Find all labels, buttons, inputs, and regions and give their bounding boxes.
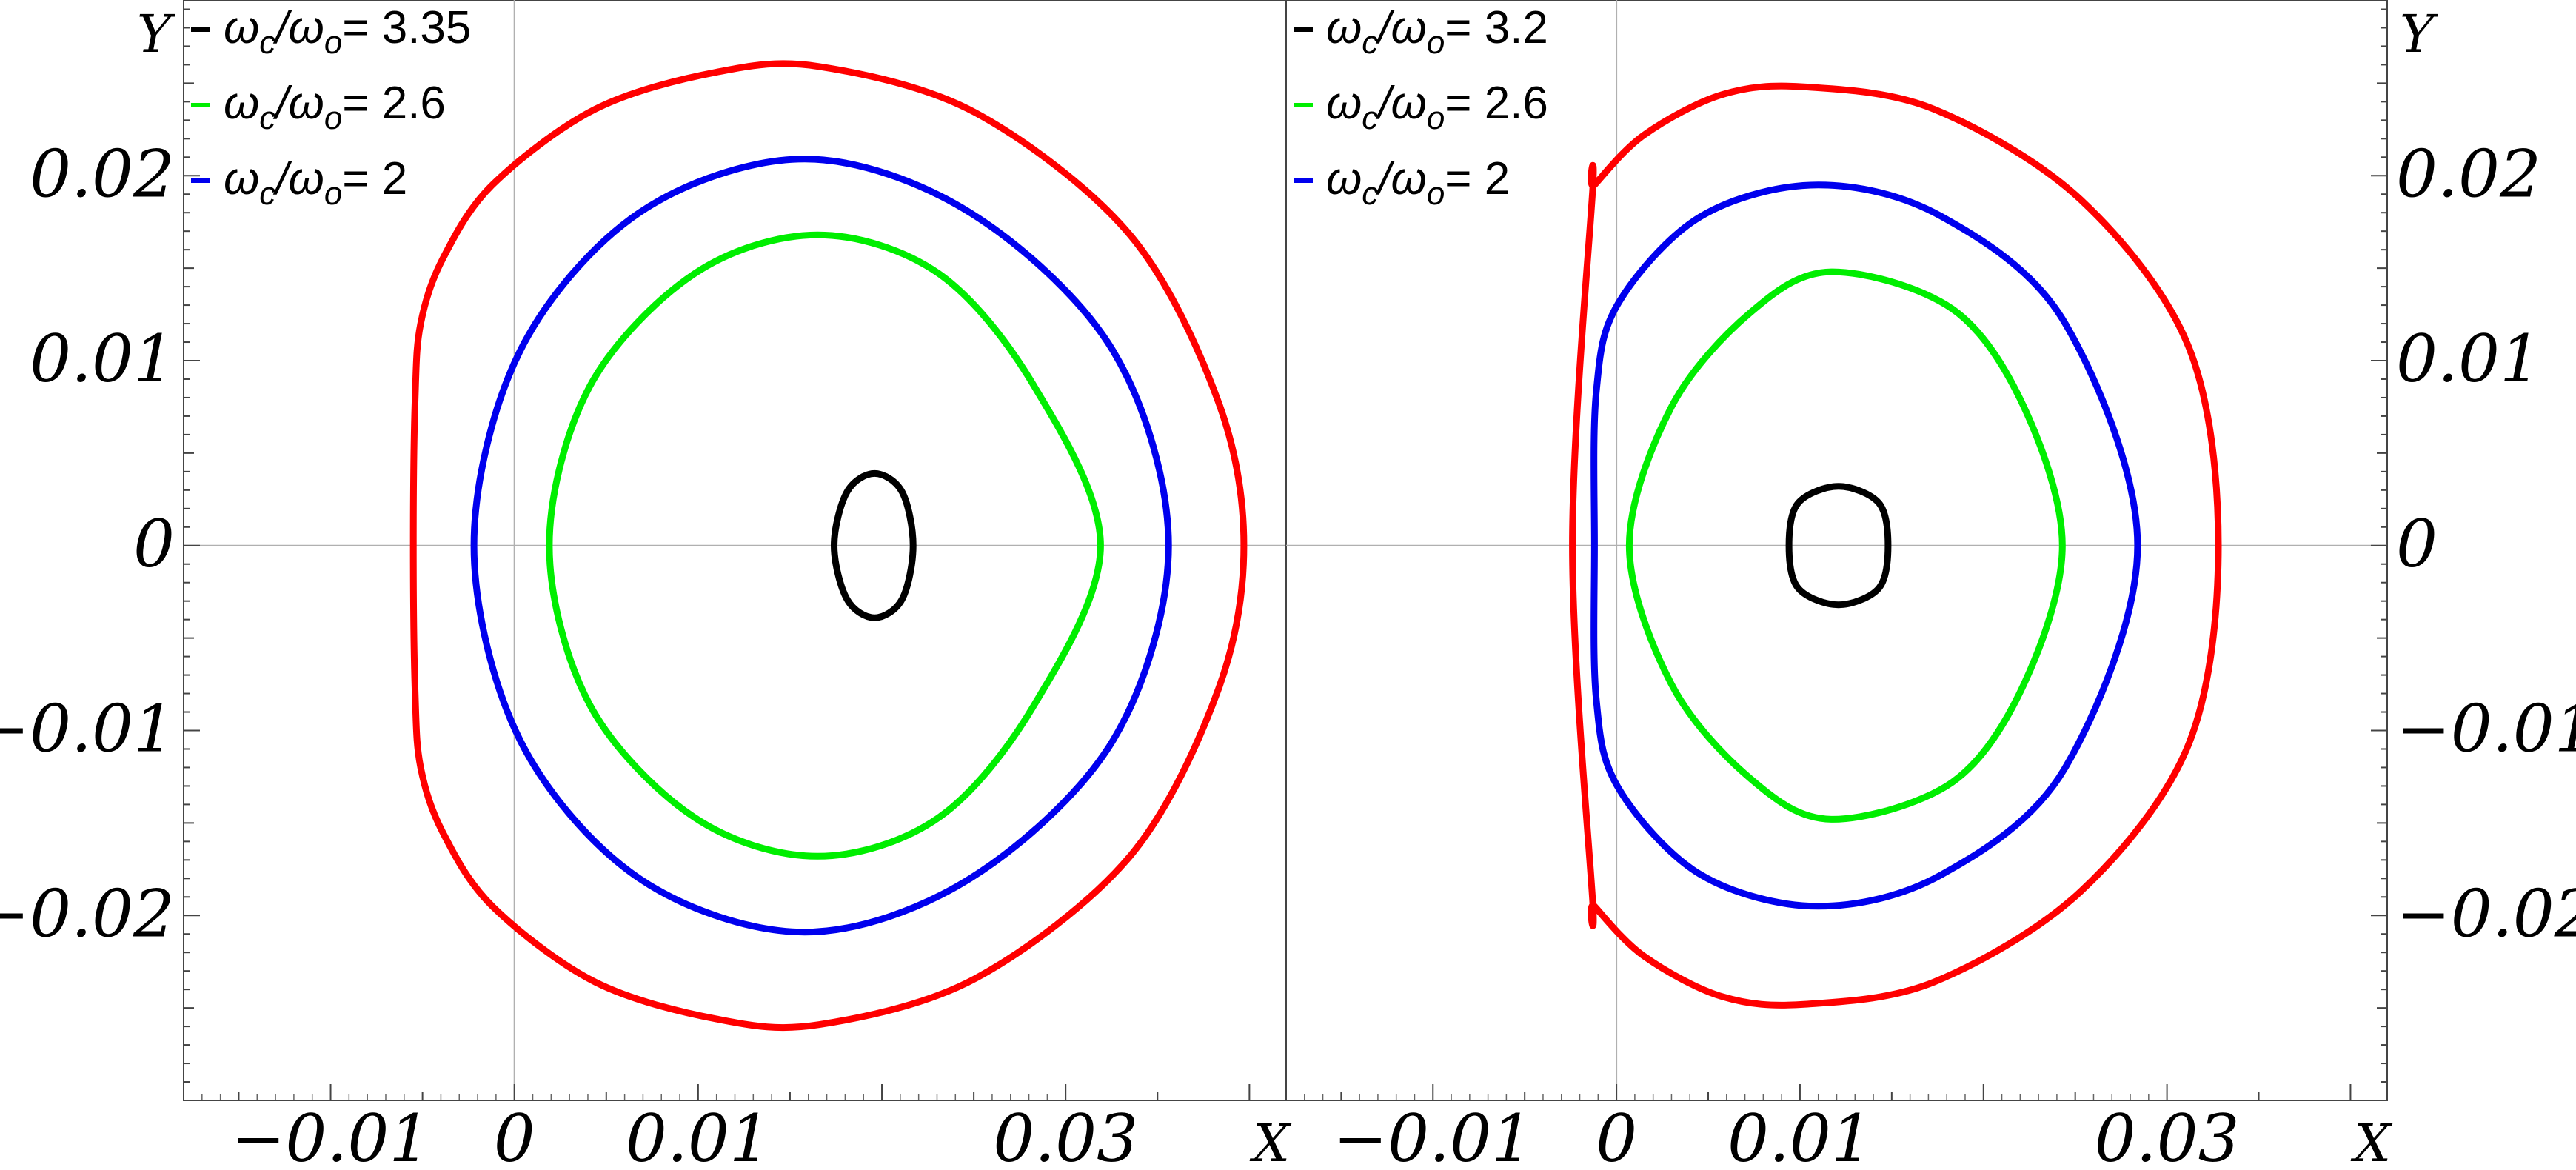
x-tick-label: 0.01 <box>1727 1100 1873 1170</box>
legend-text-part: ω <box>1326 78 1362 129</box>
y-axis-label: Y <box>2400 4 2438 64</box>
x-tick-label: 0 <box>1596 1100 1637 1170</box>
legend-text-part: o <box>1427 24 1445 61</box>
y-tick-label: −0.02 <box>2396 875 2576 952</box>
legend-text-part: c <box>1362 100 1378 136</box>
series-curve-3 <box>1569 82 2222 1009</box>
legend-entry: ωc/ωo= 2.6 <box>224 78 446 136</box>
y-tick-label: −0.01 <box>2396 691 2576 767</box>
x-axis-label: X <box>2350 1113 2393 1170</box>
x-tick-label: 0.03 <box>993 1100 1138 1170</box>
x-tick-label: −0.01 <box>1333 1100 1533 1170</box>
series-curve-2 <box>1590 181 2141 910</box>
legend-entry: ωc/ωo= 3.35 <box>224 2 471 61</box>
legend-text-part: ω <box>1326 153 1362 204</box>
y-tick-label: 0.01 <box>2396 321 2541 397</box>
y-tick-label: 0.02 <box>30 136 175 212</box>
legend-text-part: o <box>324 100 342 136</box>
series-curve-0 <box>1785 483 1892 609</box>
series-curve-0 <box>831 469 917 621</box>
legend-text-part: = 2 <box>342 153 407 204</box>
legend-text-part: c <box>259 100 275 136</box>
legend-entry: ωc/ωo= 2.6 <box>1326 78 1548 136</box>
x-tick-label: −0.01 <box>231 1100 431 1170</box>
legend-text-part: c <box>1362 176 1378 212</box>
legend-text-part: /ω <box>1375 78 1427 129</box>
legend-text-part: = 2.6 <box>1445 78 1548 129</box>
legend-entry: ωc/ωo= 2 <box>224 153 407 212</box>
legend-text-part: ω <box>224 2 259 53</box>
legend-text-part: = 3.35 <box>342 2 471 53</box>
legend-text-part: /ω <box>272 153 324 204</box>
legend-text-part: o <box>1427 176 1445 212</box>
y-tick-label: 0 <box>2396 506 2438 582</box>
x-tick-label: 0 <box>494 1100 535 1170</box>
legend-text-part: o <box>1427 100 1445 136</box>
legend-text-part: /ω <box>1375 153 1427 204</box>
series-curve-2 <box>470 156 1172 936</box>
y-tick-label: 0.01 <box>30 321 175 397</box>
legend-text-part: o <box>324 176 342 212</box>
x-tick-label: 0.03 <box>2095 1100 2240 1170</box>
legend-text-part: c <box>1362 24 1378 61</box>
y-tick-label: 0 <box>133 506 175 582</box>
chart-panel-right: −0.01 0 0.01 0.030.020.010−0.01−0.02XYωc/ωo… <box>1285 0 2576 1170</box>
legend-text-part: ω <box>224 78 259 129</box>
legend-entry: ωc/ωo= 3.2 <box>1326 2 1548 61</box>
y-tick-label: 0.02 <box>2396 136 2541 212</box>
legend-text-part: c <box>259 24 275 61</box>
legend-text-part: = 3.2 <box>1445 2 1548 53</box>
series-curve-1 <box>1625 268 2066 823</box>
legend-text-part: /ω <box>1375 2 1427 53</box>
x-tick-label: 0.01 <box>626 1100 771 1170</box>
series-curve-3 <box>409 60 1248 1032</box>
legend-text-part: /ω <box>272 78 324 129</box>
legend-text-part: = 2 <box>1445 153 1510 204</box>
y-tick-label: −0.02 <box>0 875 175 952</box>
legend-text-part: c <box>259 176 275 212</box>
legend-text-part: o <box>324 24 342 61</box>
x-axis-label: X <box>1249 1113 1292 1170</box>
y-tick-label: −0.01 <box>0 691 175 767</box>
legend-text-part: = 2.6 <box>342 78 446 129</box>
legend-text-part: /ω <box>272 2 324 53</box>
series-curve-1 <box>546 231 1104 860</box>
y-axis-label: Y <box>137 4 175 64</box>
legend-entry: ωc/ωo= 2 <box>1326 153 1510 212</box>
legend-text-part: ω <box>1326 2 1362 53</box>
chart-panel-left: −0.0100.010.030.020.010−0.01−0.02XYωc/ωo… <box>0 0 1292 1170</box>
legend-text-part: ω <box>224 153 259 204</box>
